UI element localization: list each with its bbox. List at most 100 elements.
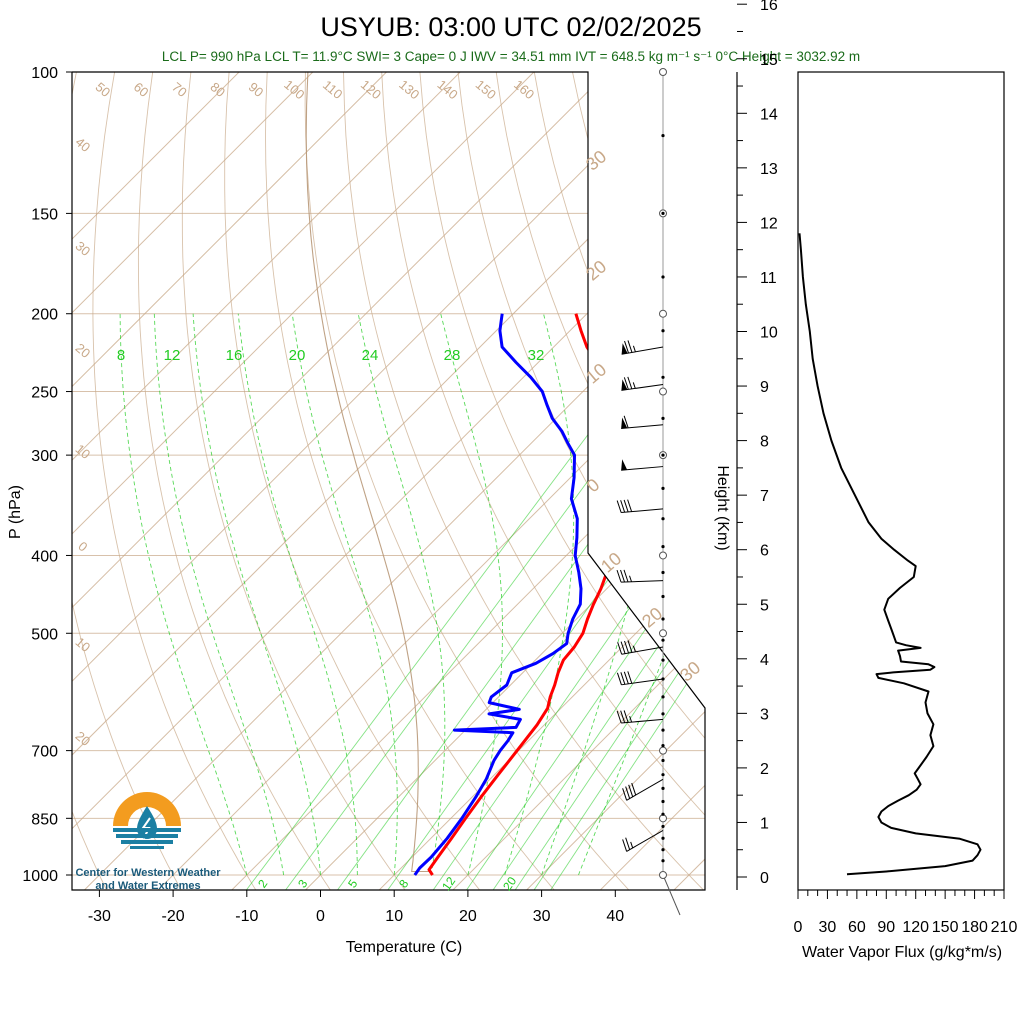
mixing-ratio-label: 8 (117, 347, 125, 364)
height-tick-label: 4 (760, 652, 769, 669)
isotherm-label-left: 0 (75, 538, 90, 554)
isotherm-line (598, 72, 1024, 892)
height-tick-label: 1 (760, 815, 769, 832)
height-tick-label: 7 (760, 488, 769, 505)
mixing-ratio-label: 3 (295, 877, 310, 891)
flux-axis-title: Water Vapor Flux (g/kg*m/s) (802, 944, 1002, 961)
pressure-tick-label: 500 (31, 626, 58, 643)
height-tick-label: 9 (760, 379, 769, 396)
temperature-tick-label: -30 (88, 908, 111, 925)
pressure-tick-label: 1000 (22, 868, 58, 885)
logo-line-1: Center for Western Weather (75, 867, 221, 879)
wind-level-dot (661, 595, 664, 598)
height-tick-label: 11 (760, 270, 777, 287)
wind-barb-flag (617, 501, 621, 513)
isotherm-label-right: 20 (582, 256, 610, 284)
dry-adiabat-line (93, 72, 257, 892)
mixing-ratio-line (386, 314, 796, 892)
height-tick-label: 10 (760, 325, 778, 342)
wind-level-dot (661, 744, 664, 747)
mixing-ratio-label: 32 (528, 347, 545, 364)
wind-barb-flag (632, 783, 636, 795)
wind-level-circle (660, 872, 667, 879)
height-tick-label: 14 (760, 106, 778, 123)
dry-adiabat-line (0, 72, 108, 892)
wind-barb-half-flag (630, 576, 632, 582)
logo-wave-3 (121, 840, 173, 844)
pressure-tick-label: 300 (31, 448, 58, 465)
wind-barb-flag (623, 839, 627, 851)
mixing-ratio-line (492, 314, 884, 892)
wind-level-dot (661, 134, 664, 137)
height-tick-label: 15 (760, 52, 778, 69)
moist-adiabat-line (154, 314, 283, 875)
wind-level-dot (661, 659, 664, 662)
pressure-axis-title: P (hPa) (7, 485, 24, 539)
temperature-tick-label: -20 (162, 908, 185, 925)
wind-barb-half-flag (631, 842, 633, 848)
wind-level-dot (661, 800, 664, 803)
adiabat-label: 90 (246, 79, 267, 100)
wind-barb-shaft (621, 467, 663, 471)
pressure-tick-label: 700 (31, 744, 58, 761)
height-tick-label: 6 (760, 543, 769, 560)
height-tick-label: 8 (760, 434, 769, 451)
wind-barb-pennant (621, 459, 627, 470)
flux-tick-label: 120 (902, 919, 929, 936)
wind-level-circle (660, 815, 667, 822)
wind-level-dot (661, 787, 664, 790)
wind-barb (617, 570, 663, 582)
wind-level-dot (661, 212, 664, 215)
pressure-tick-label: 200 (31, 307, 58, 324)
adiabat-label: 130 (396, 77, 422, 102)
height-axis-title: Height (Km) (714, 465, 731, 550)
stats-line: LCL P= 990 hPa LCL T= 11.9°C SWI= 3 Cape… (162, 49, 860, 64)
mixing-ratio-label: 5 (345, 877, 360, 891)
logo-wave-4 (130, 846, 164, 849)
wind-barb-flag (626, 838, 630, 850)
wind-level-dot (661, 275, 664, 278)
adiabat-label: 140 (434, 77, 460, 102)
dry-adiabat-line (46, 72, 183, 892)
wind-barb-flag (617, 673, 621, 685)
wind-barb-half-flag (633, 382, 635, 388)
height-tick-label: 3 (760, 706, 769, 723)
adiabat-label: 110 (320, 77, 346, 102)
mixing-ratio-label: 16 (226, 347, 243, 364)
isotherm-line (0, 72, 608, 892)
pressure-tick-label: 250 (31, 385, 58, 402)
wind-level-dot (661, 759, 664, 762)
dry-adiabat-line (534, 72, 1024, 892)
flux-plot-area (800, 233, 981, 874)
wind-level-circle (660, 388, 667, 395)
wind-level-dot (661, 837, 664, 840)
isotherm-label-right: 30 (676, 657, 704, 685)
water-vapor-flux-line (800, 233, 981, 874)
wind-barb (617, 500, 663, 513)
isotherm-line (82, 72, 902, 892)
temperature-tick-label: -10 (235, 908, 258, 925)
dewpoint-profile-line (415, 314, 581, 875)
wind-level-dot (661, 329, 664, 332)
mixing-ratio-label: 20 (289, 347, 306, 364)
isotherm-line (0, 72, 387, 892)
isotherm-label-left: 20 (73, 340, 94, 361)
wind-barb (623, 779, 663, 800)
isotherm-line (0, 72, 460, 892)
height-tick-label: 5 (760, 597, 769, 614)
wind-level-dot (661, 712, 664, 715)
dry-adiabat-line (344, 72, 706, 892)
wind-barb-flag (628, 500, 632, 512)
mixing-ratio-line (549, 314, 931, 892)
wind-level-dot (661, 454, 664, 457)
skewt-border (72, 72, 705, 890)
moist-adiabat-line (358, 314, 445, 875)
wind-level-dot (661, 859, 664, 862)
wind-level-dot (661, 813, 664, 816)
skewt-profiles (415, 314, 614, 875)
adiabat-label: 70 (169, 79, 190, 100)
wind-level-circle (660, 69, 667, 76)
logo-line-2: and Water Extremes (95, 880, 200, 892)
